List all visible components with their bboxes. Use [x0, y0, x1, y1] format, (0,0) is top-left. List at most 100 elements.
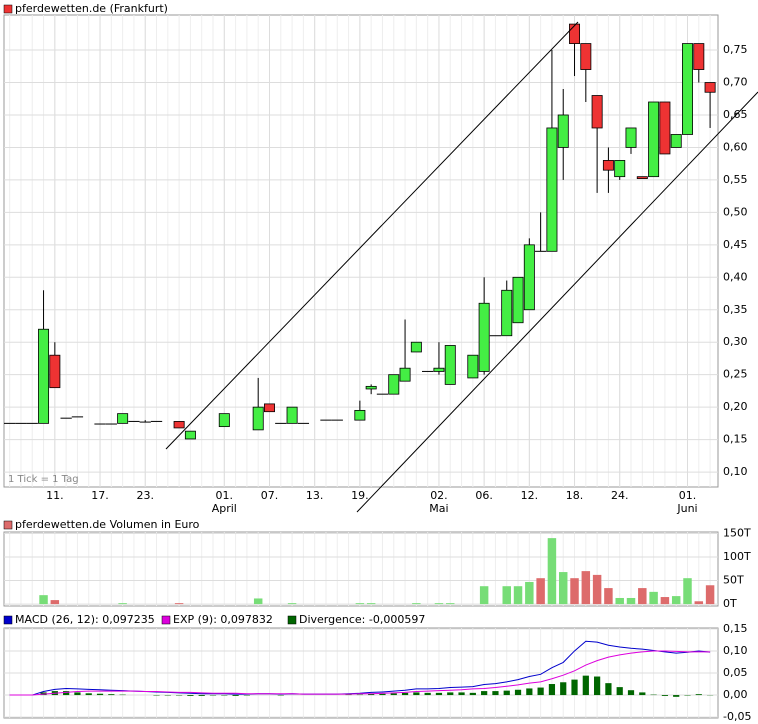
volume-bar [626, 597, 636, 605]
y-tick-label: 0,45 [723, 238, 748, 251]
divergence-bar [537, 687, 544, 696]
x-tick-label: 17. [91, 489, 109, 502]
divergence-bar [582, 675, 589, 696]
volume-bar [558, 572, 568, 605]
divergence-bar [379, 693, 386, 696]
divergence-bar [627, 690, 635, 696]
y-tick-label: 0,10 [723, 465, 748, 478]
volume-bar [592, 574, 602, 605]
volume-bar [694, 601, 704, 605]
volume-bar [502, 586, 511, 605]
trend-line [356, 91, 758, 513]
candle-body [659, 101, 671, 155]
volume-bar [287, 603, 297, 605]
volume-bar [118, 603, 127, 605]
candle-body [591, 95, 603, 129]
candle-body [286, 406, 298, 424]
divergence-bar [571, 679, 578, 696]
candle-body [38, 328, 50, 424]
candle-body [704, 82, 716, 93]
divergence-bar [435, 692, 443, 696]
month-label: Mai [429, 502, 448, 515]
divergence-bar [458, 692, 465, 696]
candle-body [602, 160, 614, 171]
y-tick-label: 0,15 [723, 622, 748, 635]
volume-bar [446, 603, 455, 605]
divergence-bar [401, 692, 409, 696]
candle-body [636, 176, 648, 180]
legend-label: MACD (26, 12): 0,097235 [15, 613, 155, 626]
candle-body [388, 374, 400, 395]
x-tick-label: 11. [46, 489, 64, 502]
divergence-bar [63, 691, 70, 696]
volume-bar [705, 585, 715, 605]
y-tick-label: 0,05 [723, 666, 748, 679]
volume-bar [174, 603, 184, 605]
x-tick-label: 02. [430, 489, 448, 502]
candle-body [478, 302, 490, 372]
y-tick-label: 100T [723, 550, 751, 563]
candle-body [433, 367, 445, 372]
volume-bar [604, 588, 613, 605]
y-tick-label: 0,75 [723, 43, 748, 56]
candle-body [523, 244, 535, 311]
volume-bar [660, 597, 670, 605]
candle-body [682, 43, 693, 135]
candle-body [264, 403, 275, 413]
candle-body [173, 421, 185, 429]
x-tick-label: 07. [261, 489, 279, 502]
divergence-bar [673, 695, 680, 697]
divergence-bar [605, 683, 612, 696]
divergence-bar [198, 695, 205, 696]
y-tick-label: -0,05 [723, 710, 751, 723]
y-tick-label: 50T [723, 574, 744, 587]
candle-body [354, 409, 366, 421]
volume-bar [253, 598, 263, 605]
month-label: Juni [676, 502, 697, 515]
x-tick-label: 18. [566, 489, 584, 502]
y-tick-label: 0,40 [723, 270, 748, 283]
x-tick-label: 24. [611, 489, 629, 502]
candle-body [569, 23, 581, 44]
candle-body [49, 354, 61, 389]
volume-bar [649, 591, 658, 605]
candle-body [501, 289, 513, 337]
volume-bar [434, 603, 444, 605]
legend-label: Divergence: -0,000597 [299, 613, 425, 626]
y-tick-label: 0,20 [723, 400, 748, 413]
legend-label: EXP (9): 0,097832 [173, 613, 273, 626]
divergence-bar [469, 692, 476, 696]
y-tick-label: 0,35 [723, 303, 748, 316]
divergence-bar [492, 691, 499, 696]
x-tick-label: 01. [216, 489, 234, 502]
x-tick-label: 13. [306, 489, 324, 502]
volume-bar [366, 603, 376, 605]
y-tick-label: 0,65 [723, 108, 748, 121]
volume-bar [412, 603, 421, 605]
divergence-bar [548, 684, 556, 696]
y-tick-label: 0,50 [723, 205, 748, 218]
divergence-bar [96, 693, 104, 696]
candle-body [117, 413, 129, 424]
volume-bar [683, 578, 692, 605]
volume-bar [547, 538, 557, 605]
x-tick-label: 12. [521, 489, 539, 502]
volume-bar [525, 581, 534, 605]
y-tick-label: 0,10 [723, 644, 748, 657]
candle-body [648, 101, 660, 178]
divergence-bar [413, 692, 420, 696]
volume-bar [638, 588, 647, 605]
chart-title: pferdewetten.de (Frankfurt) [15, 2, 168, 15]
divergence-bar [447, 692, 454, 696]
y-tick-label: 0T [723, 597, 737, 610]
candle-body [614, 160, 626, 178]
divergence-bar [639, 692, 646, 696]
candle-body [693, 43, 705, 70]
candle-body [218, 413, 230, 428]
candle-body [365, 385, 377, 390]
trend-line [165, 21, 579, 450]
y-tick-label: 0,25 [723, 368, 748, 381]
candle-body [557, 114, 569, 148]
y-tick-label: 0,30 [723, 335, 748, 348]
